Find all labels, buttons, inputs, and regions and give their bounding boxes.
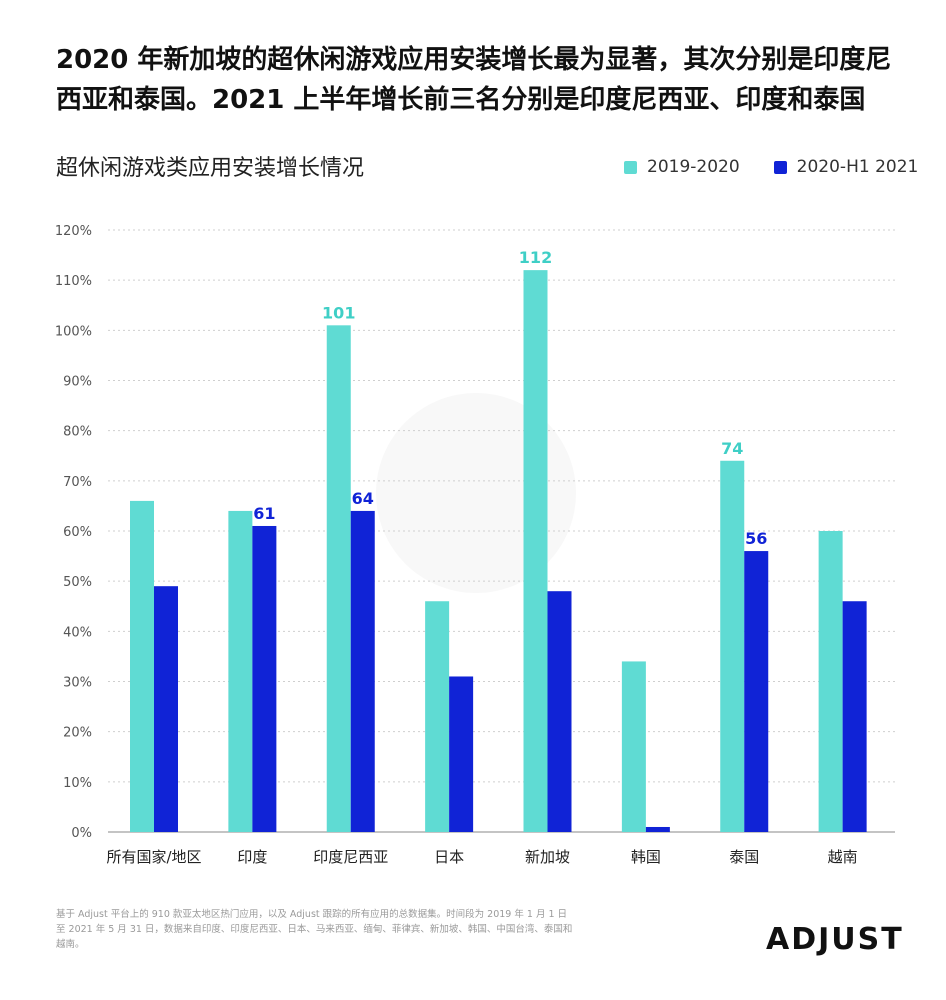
bar-series-1 (326, 325, 351, 832)
headline: 2020 年新加坡的超休闲游戏应用安装增长最为显著，其次分别是印度尼西亚和泰国。… (56, 45, 892, 115)
bar-series-2 (449, 676, 474, 832)
y-tick-label: 110% (55, 274, 92, 289)
y-tick-label: 80% (63, 425, 92, 440)
x-tick-label: 印度 (237, 848, 267, 866)
legend-label-series-1: 2019-2020 (647, 157, 740, 177)
y-tick-label: 50% (63, 575, 92, 590)
data-label: 101 (322, 303, 355, 322)
footnote: 基于 Adjust 平台上的 910 款亚太地区热门应用，以及 Adjust 跟… (56, 909, 573, 950)
x-tick-label: 新加坡 (525, 848, 570, 866)
chart-title: 超休闲游戏类应用安装增长情况 (56, 156, 365, 181)
data-label: 56 (745, 529, 767, 548)
bar-series-2 (645, 826, 670, 832)
x-tick-label: 泰国 (729, 848, 759, 866)
y-tick-label: 70% (63, 475, 92, 490)
y-tick-label: 20% (63, 726, 92, 741)
data-label: 112 (519, 248, 552, 267)
bar-series-1 (523, 270, 548, 833)
y-tick-label: 60% (63, 525, 92, 540)
legend-item-series-1: 2019-2020 (624, 157, 740, 177)
legend-swatch-series-2 (773, 160, 787, 174)
bar-series-1 (621, 661, 646, 832)
bar-series-2 (350, 510, 375, 832)
bar-series-2 (154, 586, 178, 832)
x-tick-label: 韩国 (631, 848, 661, 866)
bar-series-2 (252, 525, 277, 832)
bar-series-1 (425, 601, 450, 832)
bar-chart: 0% 10% 20% 30% 40% 50% 60% 70% 80% 90% 100% 110% 120… (55, 224, 895, 866)
data-label: 64 (352, 489, 374, 508)
x-tick-label: 所有国家/地区 (106, 848, 201, 866)
bar-series-1 (130, 500, 154, 832)
y-tick-label: 40% (63, 625, 92, 640)
x-tick-label: 印度尼西亚 (313, 848, 388, 866)
x-tick-label: 日本 (434, 848, 464, 866)
y-tick-label: 30% (63, 676, 92, 691)
legend-label-series-2: 2020-H1 2021 (796, 157, 919, 177)
bar-series-2 (842, 601, 867, 832)
y-tick-label: 0% (71, 826, 92, 841)
bar-series-1 (228, 510, 253, 832)
data-label: 61 (253, 504, 275, 523)
legend-item-series-2: 2020-H1 2021 (773, 157, 919, 177)
y-tick-label: 10% (63, 776, 92, 791)
y-tick-label: 100% (55, 324, 92, 339)
adjust-logo: ADJUST (766, 922, 904, 957)
bar-series-1 (818, 531, 843, 832)
bar-series-1 (720, 460, 745, 832)
x-tick-label: 越南 (828, 848, 858, 866)
data-label: 74 (721, 439, 743, 458)
y-tick-label: 90% (63, 375, 92, 390)
bar-series-2 (744, 551, 769, 832)
legend-swatch-series-1 (624, 160, 637, 174)
y-tick-label: 120% (55, 224, 92, 239)
legend: 2019-2020 2020-H1 2021 (624, 157, 918, 177)
bar-series-2 (547, 591, 572, 832)
